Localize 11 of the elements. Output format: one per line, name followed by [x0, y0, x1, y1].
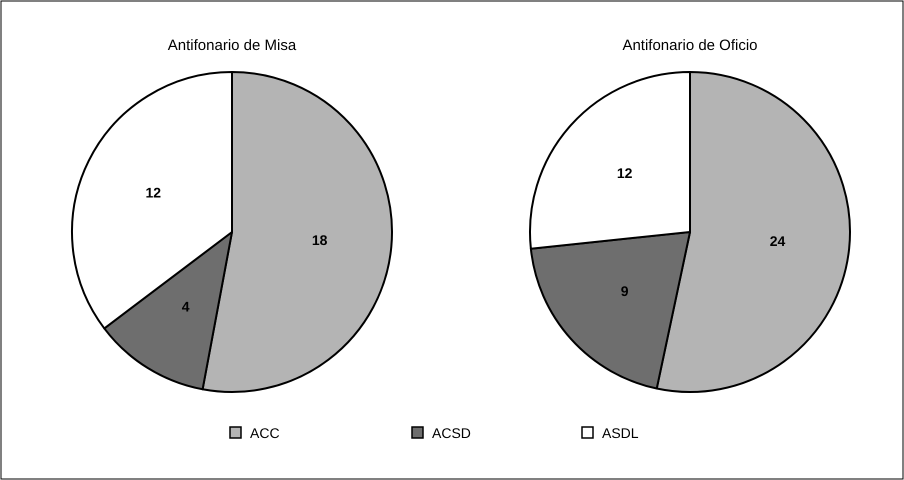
data-label: 24 — [770, 233, 786, 250]
legend-label: ACSD — [432, 424, 471, 441]
chart-title: Antifonario de Misa — [168, 37, 297, 54]
data-label: 12 — [616, 165, 633, 182]
legend-label: ASDL — [602, 424, 639, 441]
data-label: 4 — [182, 298, 190, 315]
data-label: 9 — [620, 282, 629, 299]
data-label: 18 — [312, 232, 328, 248]
data-label: 12 — [145, 184, 162, 201]
legend-label: ACC — [250, 424, 280, 441]
chart-title: Antifonario de Oficio — [622, 37, 758, 54]
